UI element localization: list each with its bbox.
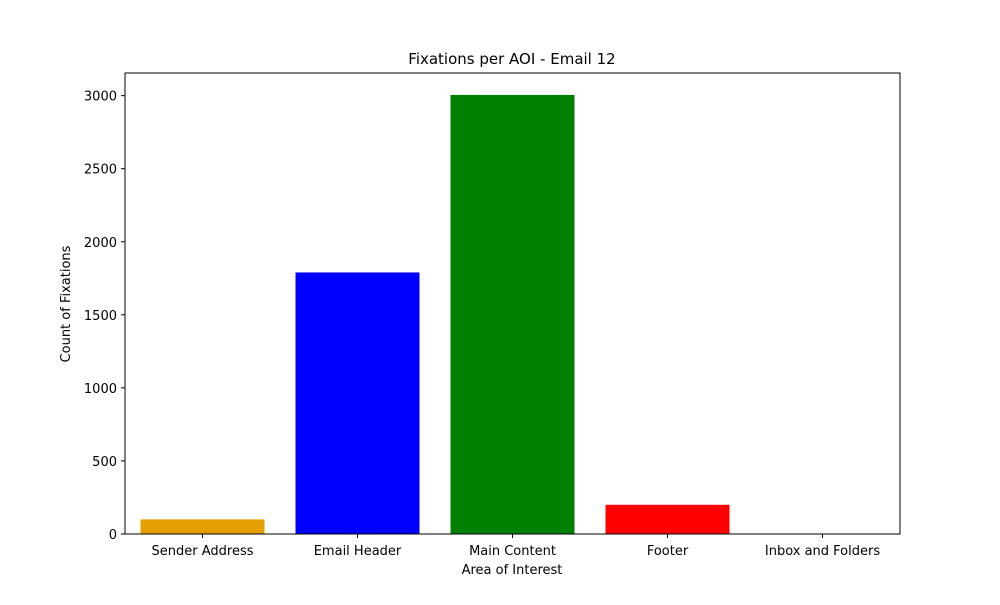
x-axis-label: Area of Interest <box>462 563 563 578</box>
bars-group <box>140 94 730 534</box>
x-tick-label: Main Content <box>469 544 556 559</box>
x-tick-label: Sender Address <box>152 544 254 559</box>
y-tick-label: 2000 <box>84 236 117 251</box>
bar-main-content <box>450 94 575 534</box>
y-axis-ticks: 0 500 1000 1500 2000 2500 3000 <box>84 90 125 543</box>
bar-sender-address <box>140 519 265 534</box>
y-tick-label: 1500 <box>84 309 117 324</box>
x-tick-label: Footer <box>647 544 689 559</box>
y-tick-label: 2500 <box>84 163 117 178</box>
x-axis-ticks: Sender Address Email Header Main Content Fo… <box>152 534 880 559</box>
bar-footer <box>605 504 730 534</box>
y-tick-label: 500 <box>92 455 117 470</box>
y-tick-label: 3000 <box>84 90 117 105</box>
bar-email-header <box>295 272 420 534</box>
y-axis-label: Count of Fixations <box>59 245 74 362</box>
y-tick-label: 0 <box>109 528 117 543</box>
x-tick-label: Email Header <box>314 544 402 559</box>
x-tick-label: Inbox and Folders <box>765 544 880 559</box>
chart-title: Fixations per AOI - Email 12 <box>408 50 615 68</box>
y-tick-label: 1000 <box>84 382 117 397</box>
plot-frame <box>124 72 901 535</box>
